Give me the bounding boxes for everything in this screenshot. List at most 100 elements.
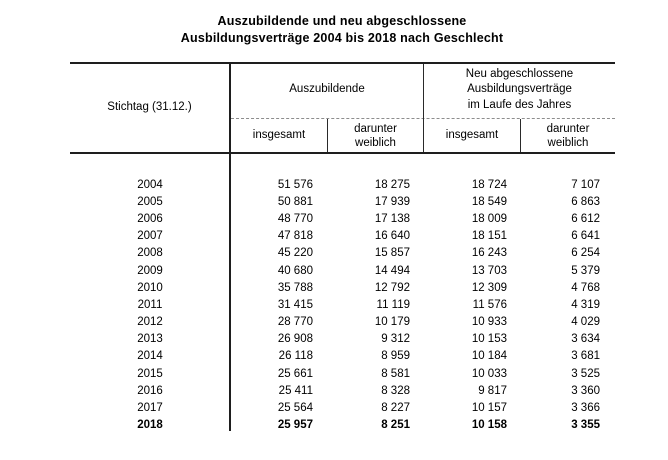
table-row: 2011 31 415 11 119 11 576 4 319 xyxy=(70,296,615,313)
year-cell: 2017 xyxy=(137,402,163,415)
group2-line-1: Neu abgeschlossene xyxy=(465,67,574,80)
darunter-1-line-1: darunter xyxy=(354,122,397,135)
table-header-bottom-rule xyxy=(70,152,615,154)
new-contracts-female-cell: 4 319 xyxy=(571,298,600,311)
darunter-1-line-2: weiblich xyxy=(355,136,396,149)
year-cell: 2016 xyxy=(137,384,163,397)
azubi-female-cell: 16 640 xyxy=(374,230,410,243)
table-row: 2013 26 908 9 312 10 153 3 634 xyxy=(70,331,615,348)
new-contracts-female-cell: 3 525 xyxy=(571,367,600,380)
column-group-auszubildende: Auszubildende xyxy=(231,62,423,118)
new-contracts-female-cell: 7 107 xyxy=(571,178,600,191)
azubi-total-cell: 25 411 xyxy=(278,384,313,397)
subheader-darunter-weiblich-1: darunter weiblich xyxy=(328,119,423,152)
stichtag-label: Stichtag (31.12.) xyxy=(107,101,192,114)
subcolumn-divider-line-2 xyxy=(520,119,521,152)
new-contracts-total-cell: 13 703 xyxy=(471,264,507,277)
azubi-female-cell: 17 138 xyxy=(374,212,410,225)
azubi-total-cell: 50 881 xyxy=(277,195,313,208)
azubi-total-cell: 28 770 xyxy=(277,316,313,329)
new-contracts-female-cell: 6 612 xyxy=(571,212,600,225)
darunter-2-line-2: weiblich xyxy=(547,136,589,149)
new-contracts-total-cell: 10 184 xyxy=(471,350,507,363)
table-row: 2012 28 770 10 179 10 933 4 029 xyxy=(70,314,615,331)
azubi-total-cell: 26 118 xyxy=(278,350,313,363)
new-contracts-female-cell: 4 029 xyxy=(571,316,600,329)
new-contracts-total-cell: 11 576 xyxy=(472,298,507,311)
azubi-female-cell: 18 275 xyxy=(374,178,410,191)
title-line-2: Ausbildungsverträge 2004 bis 2018 nach G… xyxy=(180,31,504,45)
table-row: 2017 25 564 8 227 10 157 3 366 xyxy=(70,399,615,416)
year-column-divider-line xyxy=(229,62,231,431)
table-body: 2004 51 576 18 275 18 724 7 107 2005 50 … xyxy=(70,176,615,434)
azubi-female-cell: 11 119 xyxy=(376,298,410,311)
table-row-current-year: 2018 25 957 8 251 10 158 3 355 xyxy=(70,417,615,434)
new-contracts-total-cell: 12 309 xyxy=(471,281,507,294)
new-contracts-female-cell: 4 768 xyxy=(571,281,600,294)
new-contracts-female-cell: 6 863 xyxy=(571,195,600,208)
azubi-total-cell: 26 908 xyxy=(277,333,313,346)
new-contracts-total-cell: 18 549 xyxy=(471,195,507,208)
new-contracts-female-cell: 6 641 xyxy=(571,230,600,243)
azubi-female-cell: 8 251 xyxy=(381,419,410,432)
year-cell: 2008 xyxy=(137,247,163,260)
subheader-insgesamt-2: insgesamt xyxy=(424,119,520,152)
new-contracts-female-cell: 3 681 xyxy=(571,350,600,363)
subheader-darunter-2-label: darunter weiblich xyxy=(547,122,590,150)
azubi-total-cell: 25 564 xyxy=(277,402,313,415)
table-row: 2014 26 118 8 959 10 184 3 681 xyxy=(70,348,615,365)
table-row: 2016 25 411 8 328 9 817 3 360 xyxy=(70,382,615,399)
azubi-total-cell: 25 957 xyxy=(277,419,313,432)
year-cell: 2010 xyxy=(137,281,163,294)
new-contracts-total-cell: 10 033 xyxy=(471,367,507,380)
year-cell: 2007 xyxy=(137,230,163,243)
azubi-total-cell: 31 415 xyxy=(277,298,313,311)
azubi-female-cell: 17 939 xyxy=(374,195,410,208)
azubi-female-cell: 14 494 xyxy=(374,264,410,277)
year-cell: 2013 xyxy=(137,333,163,346)
subheader-insgesamt-1-label: insgesamt xyxy=(252,128,306,141)
year-cell: 2004 xyxy=(137,178,163,191)
group-separator-line xyxy=(423,64,424,152)
year-cell: 2018 xyxy=(137,419,163,432)
darunter-2-line-1: darunter xyxy=(546,122,590,135)
azubi-total-cell: 48 770 xyxy=(277,212,313,225)
new-contracts-total-cell: 18 009 xyxy=(471,212,507,225)
table-row: 2008 45 220 15 857 16 243 6 254 xyxy=(70,245,615,262)
group2-label: Neu abgeschlossene Ausbildungsverträge i… xyxy=(466,67,573,114)
new-contracts-total-cell: 18 724 xyxy=(471,178,507,191)
page-title: Auszubildende und neu abgeschlossene Aus… xyxy=(62,13,622,47)
azubi-female-cell: 9 312 xyxy=(381,333,410,346)
azubi-total-cell: 25 661 xyxy=(277,367,313,380)
new-contracts-total-cell: 18 151 xyxy=(471,230,507,243)
table-top-rule xyxy=(70,62,615,64)
azubi-total-cell: 35 788 xyxy=(277,281,313,294)
azubi-total-cell: 47 818 xyxy=(277,230,313,243)
new-contracts-female-cell: 3 366 xyxy=(571,402,600,415)
new-contracts-female-cell: 3 634 xyxy=(571,333,600,346)
subheader-darunter-1-label: darunter weiblich xyxy=(354,122,397,150)
azubi-female-cell: 8 227 xyxy=(381,402,410,415)
azubi-female-cell: 15 857 xyxy=(374,247,410,260)
table-row: 2009 40 680 14 494 13 703 5 379 xyxy=(70,262,615,279)
azubi-female-cell: 10 179 xyxy=(374,316,410,329)
azubi-female-cell: 12 792 xyxy=(374,281,410,294)
year-cell: 2011 xyxy=(137,298,163,311)
table-row: 2010 35 788 12 792 12 309 4 768 xyxy=(70,279,615,296)
azubi-female-cell: 8 581 xyxy=(381,367,410,380)
new-contracts-total-cell: 10 933 xyxy=(471,316,507,329)
group2-line-2: Ausbildungsverträge xyxy=(467,83,572,96)
subheader-insgesamt-2-label: insgesamt xyxy=(445,128,499,141)
azubi-total-cell: 45 220 xyxy=(277,247,313,260)
subheader-insgesamt-1: insgesamt xyxy=(231,119,327,152)
new-contracts-total-cell: 16 243 xyxy=(471,247,507,260)
table-row: 2015 25 661 8 581 10 033 3 525 xyxy=(70,365,615,382)
new-contracts-total-cell: 9 817 xyxy=(478,384,507,397)
subcolumn-divider-line-1 xyxy=(327,119,328,152)
azubi-female-cell: 8 959 xyxy=(381,350,410,363)
new-contracts-female-cell: 3 355 xyxy=(571,419,600,432)
new-contracts-female-cell: 5 379 xyxy=(571,264,600,277)
column-header-stichtag: Stichtag (31.12.) xyxy=(70,64,229,152)
year-cell: 2009 xyxy=(137,264,163,277)
